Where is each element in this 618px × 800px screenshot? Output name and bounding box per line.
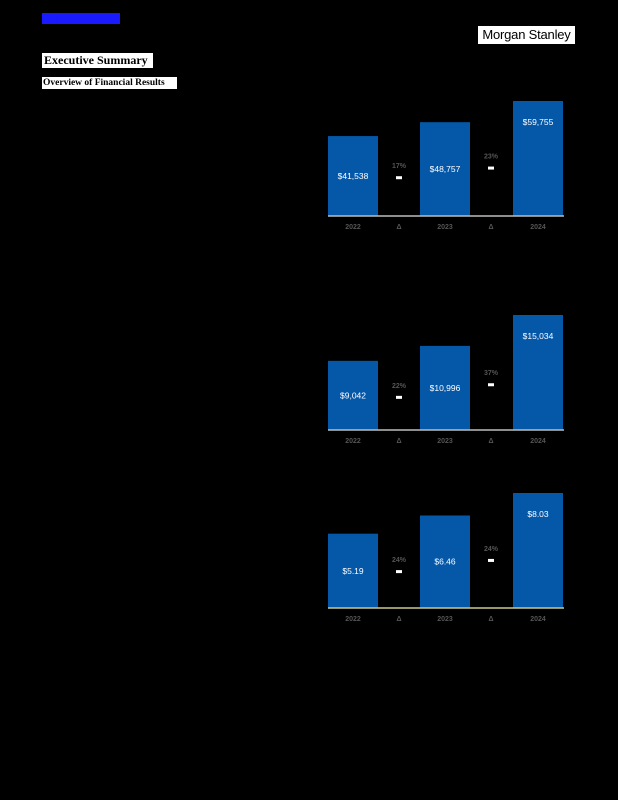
category-tick-label: 2023 (437, 438, 453, 445)
delta-symbol: Δ (396, 616, 401, 623)
bar-value-label: $9,042 (340, 390, 366, 400)
bar-value-label: $8.03 (527, 509, 549, 519)
bar-value-label: $59,755 (523, 117, 554, 127)
table-of-contents-link[interactable]: Table of Contents (42, 13, 120, 24)
bar-value-label: $41,538 (338, 171, 369, 181)
delta-symbol: Δ (396, 438, 401, 445)
bar (513, 493, 563, 608)
chart-svg: $41,538 2022 $48,757 2023 $59,755 2024 17% Δ 23%… (328, 101, 564, 231)
pretax-income-chart: $9,042 2022 $10,996 2023 $15,034 2024 22% Δ 37% Δ (328, 310, 564, 450)
delta-symbol: Δ (488, 224, 493, 231)
bar (420, 515, 470, 608)
change-marker (488, 558, 494, 562)
bar-value-label: $5.19 (342, 566, 364, 576)
category-tick-label: 2024 (530, 616, 546, 623)
eps-chart: $5.19 2022 $6.46 2023 $8.03 2024 24% Δ 24% Δ (328, 488, 564, 628)
bar (328, 533, 378, 608)
change-marker (488, 383, 494, 387)
bar-value-label: $6.46 (434, 557, 456, 567)
bar (328, 360, 378, 430)
category-tick-label: 2022 (345, 616, 361, 623)
delta-symbol: Δ (488, 438, 493, 445)
delta-symbol: Δ (396, 224, 401, 231)
category-tick-label: 2022 (345, 224, 361, 231)
bar (420, 345, 470, 430)
category-tick-label: 2023 (437, 224, 453, 231)
change-marker (396, 395, 402, 399)
brand-logo: Morgan Stanley (478, 26, 575, 44)
bar-value-label: $10,996 (430, 383, 461, 393)
category-tick-label: 2022 (345, 438, 361, 445)
bar (513, 315, 563, 430)
bar (328, 136, 378, 216)
percent-change-label: 23% (484, 154, 499, 161)
percent-change-label: 24% (484, 546, 499, 553)
subtitle: Overview of Financial Results (42, 77, 177, 89)
delta-symbol: Δ (488, 616, 493, 623)
percent-change-label: 17% (392, 163, 407, 170)
chart-svg: $9,042 2022 $10,996 2023 $15,034 2024 22% Δ 37% Δ (328, 315, 564, 445)
percent-change-label: 22% (392, 383, 407, 390)
change-marker (396, 570, 402, 574)
change-marker (488, 166, 494, 170)
percent-change-label: 37% (484, 370, 499, 377)
category-tick-label: 2024 (530, 438, 546, 445)
bar-value-label: $15,034 (523, 331, 554, 341)
bar (513, 101, 563, 216)
percent-change-label: 24% (392, 557, 407, 564)
bar (420, 122, 470, 216)
category-tick-label: 2024 (530, 224, 546, 231)
section-title: Executive Summary (42, 53, 153, 68)
category-tick-label: 2023 (437, 616, 453, 623)
bar-value-label: $48,757 (430, 164, 461, 174)
change-marker (396, 176, 402, 180)
revenue-chart: $41,538 2022 $48,757 2023 $59,755 2024 17% Δ 23%… (328, 96, 564, 236)
chart-svg: $5.19 2022 $6.46 2023 $8.03 2024 24% Δ 24% Δ (328, 493, 564, 623)
